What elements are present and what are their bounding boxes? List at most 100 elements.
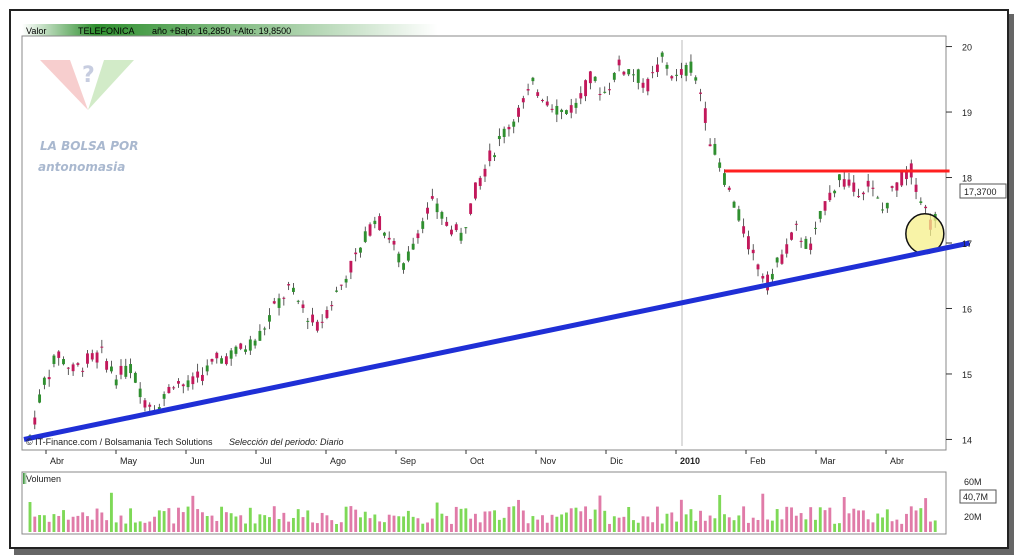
candle-body <box>881 209 884 211</box>
candle-body <box>296 300 300 302</box>
candle-body <box>665 64 669 69</box>
candle-body <box>646 78 650 92</box>
candle-body <box>574 102 578 108</box>
candle-body <box>579 93 583 99</box>
volume-bar <box>28 502 32 532</box>
volume-bar <box>756 519 760 532</box>
volume-bar <box>871 522 875 532</box>
candle-body <box>670 76 674 79</box>
x-tick-label: Ago <box>330 456 346 466</box>
candle-body <box>244 349 247 352</box>
candle-body <box>368 224 372 236</box>
volume-bar <box>253 523 257 532</box>
candle-body <box>488 150 492 162</box>
candle-body <box>416 233 420 239</box>
volume-bar <box>90 519 94 532</box>
candle-body <box>598 94 602 96</box>
volume-bar <box>57 515 61 532</box>
candle-body <box>818 211 822 219</box>
volume-bar <box>794 515 798 532</box>
candle-body <box>172 387 176 389</box>
candle-body <box>311 314 315 323</box>
volume-bar <box>703 520 707 532</box>
logo-right-wing <box>88 60 134 110</box>
support-trendline <box>23 240 971 442</box>
candle-body <box>215 352 219 359</box>
volume-bar <box>675 521 679 532</box>
candle-body <box>287 284 291 286</box>
candle-body <box>445 221 449 226</box>
candle-body <box>119 365 123 375</box>
volume-bar <box>306 510 310 532</box>
candle-body <box>622 71 626 75</box>
candle-body <box>200 374 204 381</box>
volume-label: Volumen <box>26 474 61 484</box>
candle-body <box>95 352 99 363</box>
candle-body <box>876 197 880 199</box>
candle-body <box>684 64 688 76</box>
candle-body <box>253 340 257 346</box>
candle-body <box>703 108 707 123</box>
volume-bar <box>454 506 458 532</box>
candle-body <box>507 126 511 130</box>
candle-body <box>86 353 89 364</box>
candle-body <box>191 376 195 385</box>
volume-bars <box>28 492 937 532</box>
candle-body <box>239 343 243 349</box>
volume-bar <box>627 506 631 532</box>
volume-bar <box>62 510 65 532</box>
volume-bar <box>52 514 56 532</box>
volume-bar <box>450 523 453 532</box>
candle-body <box>608 89 611 91</box>
volume-bar <box>713 518 717 532</box>
volume-bar <box>229 513 233 532</box>
volume-bar <box>320 512 324 532</box>
volume-bar <box>406 510 410 532</box>
candle-body <box>617 59 621 66</box>
volume-bar <box>847 513 851 532</box>
candle-body <box>81 370 85 372</box>
volume-bar <box>933 520 937 532</box>
volume-bar <box>646 516 650 532</box>
volume-bar <box>205 516 209 532</box>
candle-body <box>306 320 310 322</box>
candle-body <box>38 394 42 403</box>
chart-overlays <box>23 169 971 442</box>
volume-bar <box>497 519 501 532</box>
volume-bar <box>234 516 238 532</box>
volume-bar <box>129 508 133 532</box>
volume-bar <box>641 516 645 532</box>
volume-bar <box>473 513 477 532</box>
volume-bar <box>655 506 659 532</box>
candle-body <box>814 227 817 229</box>
volume-bar <box>512 506 516 532</box>
candle-body <box>555 105 559 115</box>
x-tick-label: Mar <box>820 456 836 466</box>
candle-body <box>531 77 535 82</box>
volume-bar <box>699 510 702 532</box>
candle-body <box>641 82 645 88</box>
candle-body <box>770 273 774 280</box>
volume-bar <box>545 522 549 532</box>
candle-body <box>593 76 597 81</box>
candle-body <box>794 223 798 225</box>
volume-bar <box>541 515 544 532</box>
candle-body <box>378 216 382 231</box>
volume-bar <box>186 506 190 532</box>
volume-bar <box>493 510 497 532</box>
volume-bar <box>584 506 588 532</box>
x-tick-label: Abr <box>890 456 904 466</box>
volume-bar <box>119 515 123 532</box>
volume-bar <box>818 507 822 532</box>
candle-body <box>727 187 731 190</box>
candle-body <box>426 207 429 214</box>
candle-body <box>799 240 803 242</box>
candle-body <box>320 321 324 323</box>
volume-bar <box>382 522 386 532</box>
volume-bar <box>804 519 808 532</box>
candle-body <box>675 74 679 76</box>
volume-bar <box>574 507 578 532</box>
volume-bar <box>76 515 80 532</box>
volume-bar <box>392 515 396 532</box>
volume-bar <box>349 506 353 532</box>
